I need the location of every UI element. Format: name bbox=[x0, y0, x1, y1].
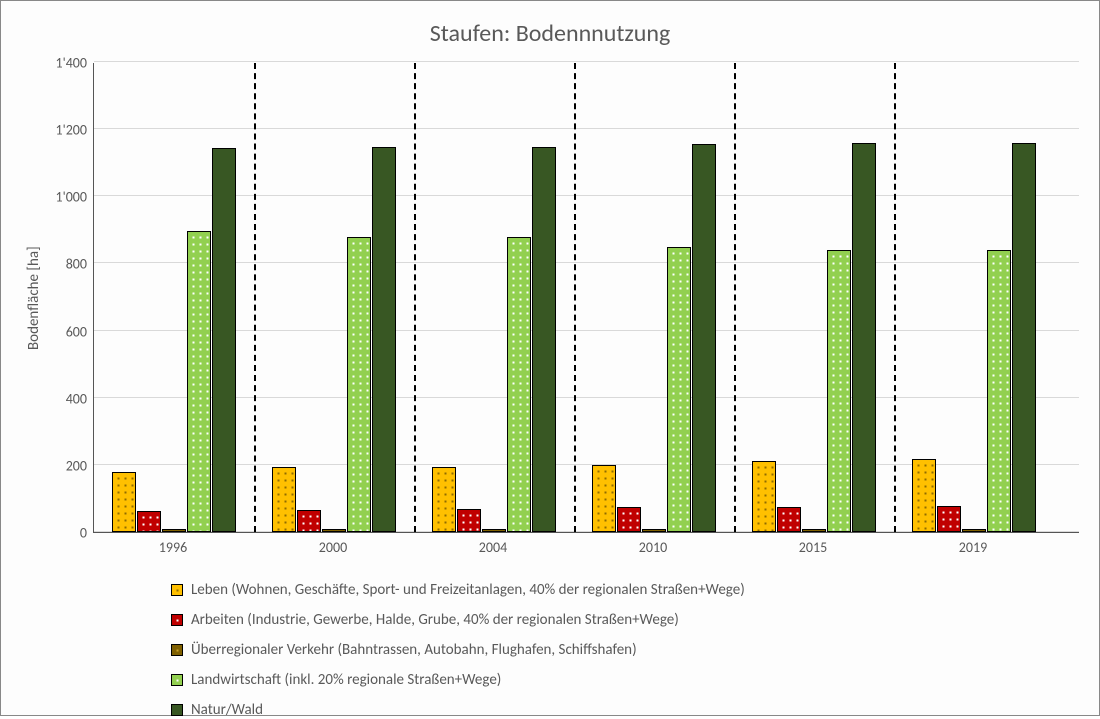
bar-natur bbox=[692, 144, 716, 532]
bar-arbeiten bbox=[617, 507, 641, 532]
chart-title: Staufen: Bodennnutzung bbox=[21, 19, 1079, 48]
chart-container: Staufen: Bodennnutzung Bodenfläche [ha] … bbox=[0, 0, 1100, 716]
legend-item: Arbeiten (Industrie, Gewerbe, Halde, Gru… bbox=[171, 611, 1079, 629]
bar-verkehr bbox=[482, 529, 506, 532]
x-tick-label: 2019 bbox=[959, 539, 987, 556]
bar-landwirtschaft bbox=[827, 250, 851, 532]
bar-verkehr bbox=[802, 529, 826, 532]
bar-landwirtschaft bbox=[987, 250, 1011, 532]
x-tick-label: 1996 bbox=[159, 539, 187, 556]
bar-arbeiten bbox=[297, 510, 321, 532]
legend-label: Leben (Wohnen, Geschäfte, Sport- und Fre… bbox=[191, 581, 745, 599]
x-tick-label: 2010 bbox=[639, 539, 667, 556]
bar-leben bbox=[592, 465, 616, 532]
legend: Leben (Wohnen, Geschäfte, Sport- und Fre… bbox=[171, 581, 1079, 719]
bar-arbeiten bbox=[777, 507, 801, 533]
group-separator bbox=[734, 63, 736, 532]
bar-group bbox=[112, 148, 236, 532]
legend-item: Natur/Wald bbox=[171, 701, 1079, 719]
legend-item: Landwirtschaft (inkl. 20% regionale Stra… bbox=[171, 671, 1079, 689]
bar-group bbox=[272, 147, 396, 532]
legend-item: Überregionaler Verkehr (Bahntrassen, Aut… bbox=[171, 641, 1079, 659]
plot-area bbox=[93, 63, 1079, 533]
bar-group bbox=[432, 147, 556, 532]
bar-landwirtschaft bbox=[187, 231, 211, 532]
y-axis-label: Bodenfläche [ha] bbox=[21, 63, 43, 533]
group-separator bbox=[574, 63, 576, 532]
bar-leben bbox=[752, 461, 776, 532]
bar-arbeiten bbox=[137, 511, 161, 532]
bar-group bbox=[912, 143, 1036, 532]
grid-line bbox=[94, 61, 1079, 62]
y-tick-label: 1'400 bbox=[43, 55, 87, 72]
legend-swatch bbox=[171, 614, 183, 626]
bar-natur bbox=[372, 147, 396, 532]
grid-line bbox=[94, 128, 1079, 129]
group-separator bbox=[894, 63, 896, 532]
group-separator bbox=[414, 63, 416, 532]
bar-leben bbox=[432, 467, 456, 532]
bar-verkehr bbox=[962, 529, 986, 532]
bar-natur bbox=[852, 143, 876, 532]
x-tick-label: 2015 bbox=[799, 539, 827, 556]
legend-swatch bbox=[171, 584, 183, 596]
x-axis-labels: 1996 2000 2004 2010 2015 2019 bbox=[93, 533, 1079, 563]
bar-landwirtschaft bbox=[667, 247, 691, 532]
y-tick-label: 600 bbox=[43, 323, 87, 340]
bar-natur bbox=[1012, 143, 1036, 532]
legend-label: Überregionaler Verkehr (Bahntrassen, Aut… bbox=[191, 641, 637, 659]
bar-verkehr bbox=[642, 529, 666, 532]
legend-label: Landwirtschaft (inkl. 20% regionale Stra… bbox=[191, 671, 501, 689]
bar-natur bbox=[532, 147, 556, 532]
bar-verkehr bbox=[162, 529, 186, 532]
y-tick-label: 200 bbox=[43, 457, 87, 474]
bar-landwirtschaft bbox=[507, 237, 531, 532]
legend-swatch bbox=[171, 674, 183, 686]
bar-arbeiten bbox=[937, 506, 961, 532]
legend-swatch bbox=[171, 704, 183, 716]
y-tick-label: 0 bbox=[43, 525, 87, 542]
x-tick-label: 2004 bbox=[479, 539, 507, 556]
bar-group bbox=[592, 144, 716, 532]
bar-leben bbox=[272, 467, 296, 532]
y-tick-label: 400 bbox=[43, 390, 87, 407]
bar-group bbox=[752, 143, 876, 532]
y-tick-label: 1'200 bbox=[43, 122, 87, 139]
bar-arbeiten bbox=[457, 509, 481, 533]
y-tick-label: 1'000 bbox=[43, 189, 87, 206]
plot-row: Bodenfläche [ha] 02004006008001'0001'200… bbox=[21, 63, 1079, 533]
legend-label: Arbeiten (Industrie, Gewerbe, Halde, Gru… bbox=[191, 611, 679, 629]
bar-leben bbox=[112, 472, 136, 532]
y-tick-label: 800 bbox=[43, 256, 87, 273]
legend-swatch bbox=[171, 644, 183, 656]
bar-landwirtschaft bbox=[347, 237, 371, 532]
legend-label: Natur/Wald bbox=[191, 701, 263, 719]
bar-natur bbox=[212, 148, 236, 532]
group-separator bbox=[254, 63, 256, 532]
legend-item: Leben (Wohnen, Geschäfte, Sport- und Fre… bbox=[171, 581, 1079, 599]
y-axis: 02004006008001'0001'2001'400 bbox=[43, 63, 93, 533]
bar-leben bbox=[912, 459, 936, 532]
bar-verkehr bbox=[322, 529, 346, 532]
x-tick-label: 2000 bbox=[319, 539, 347, 556]
